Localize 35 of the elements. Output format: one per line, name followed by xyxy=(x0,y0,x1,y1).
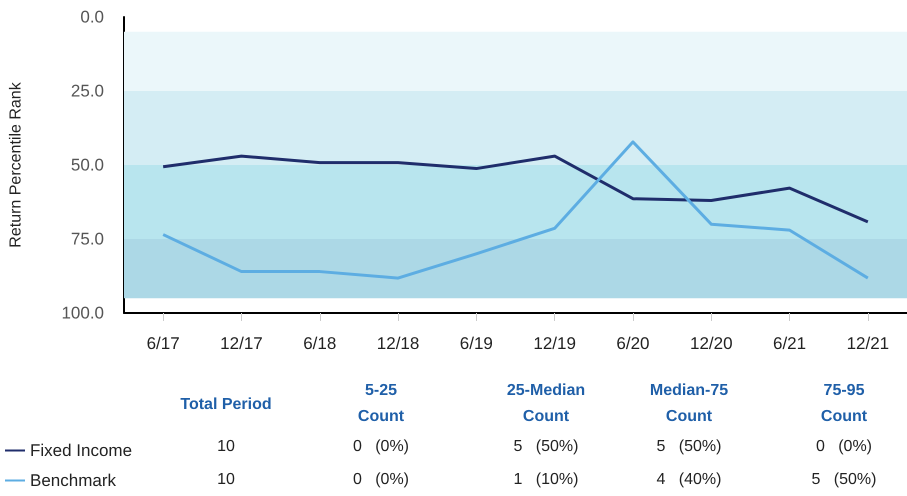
x-tick-label: 12/18 xyxy=(376,334,420,353)
text: 25-Median Count xyxy=(506,381,586,427)
text: 75-95 Count xyxy=(820,381,868,427)
text: 10 xyxy=(217,471,235,489)
x-tick-label: 12/19 xyxy=(533,334,576,353)
y-tick-label: 25.0 xyxy=(70,82,104,100)
x-tick-label: 6/21 xyxy=(773,334,806,353)
x-tick-label: 12/21 xyxy=(846,334,890,353)
x-tick-label: 6/17 xyxy=(146,334,180,353)
y-tick-label: 100.0 xyxy=(61,304,104,322)
text: 1 (10%) xyxy=(514,471,578,489)
text: 10 xyxy=(217,438,235,456)
x-tick-label: 12/20 xyxy=(690,334,733,353)
line-series xyxy=(162,154,870,224)
y-tick-label: 50.0 xyxy=(70,156,104,174)
x-tick-label: 12/17 xyxy=(220,334,263,353)
text: 5 (50%) xyxy=(656,438,722,456)
text: Median-75 Count xyxy=(650,381,728,427)
x-tick-label: 6/20 xyxy=(616,334,650,353)
legend-label: Benchmark xyxy=(30,471,116,490)
y-tick-label: 75.0 xyxy=(70,230,104,248)
text: 5-25 Count xyxy=(358,381,404,427)
text: 5 (50%) xyxy=(514,438,578,456)
y-tick-label: 0.0 xyxy=(80,8,104,26)
text: 4 (40%) xyxy=(656,471,722,489)
text: 0 (0%) xyxy=(816,438,872,456)
x-tick-label: 6/18 xyxy=(303,334,336,353)
text: 5 (50%) xyxy=(812,471,876,489)
x-tick-label: 6/19 xyxy=(460,334,493,353)
y-axis-title: Return Percentile Rank xyxy=(8,81,24,248)
legend-label: Fixed Income xyxy=(30,441,132,460)
line-series xyxy=(162,140,870,280)
text: Total Period xyxy=(180,395,272,415)
text: 0 (0%) xyxy=(352,471,410,489)
text: 0 (0%) xyxy=(352,438,410,456)
